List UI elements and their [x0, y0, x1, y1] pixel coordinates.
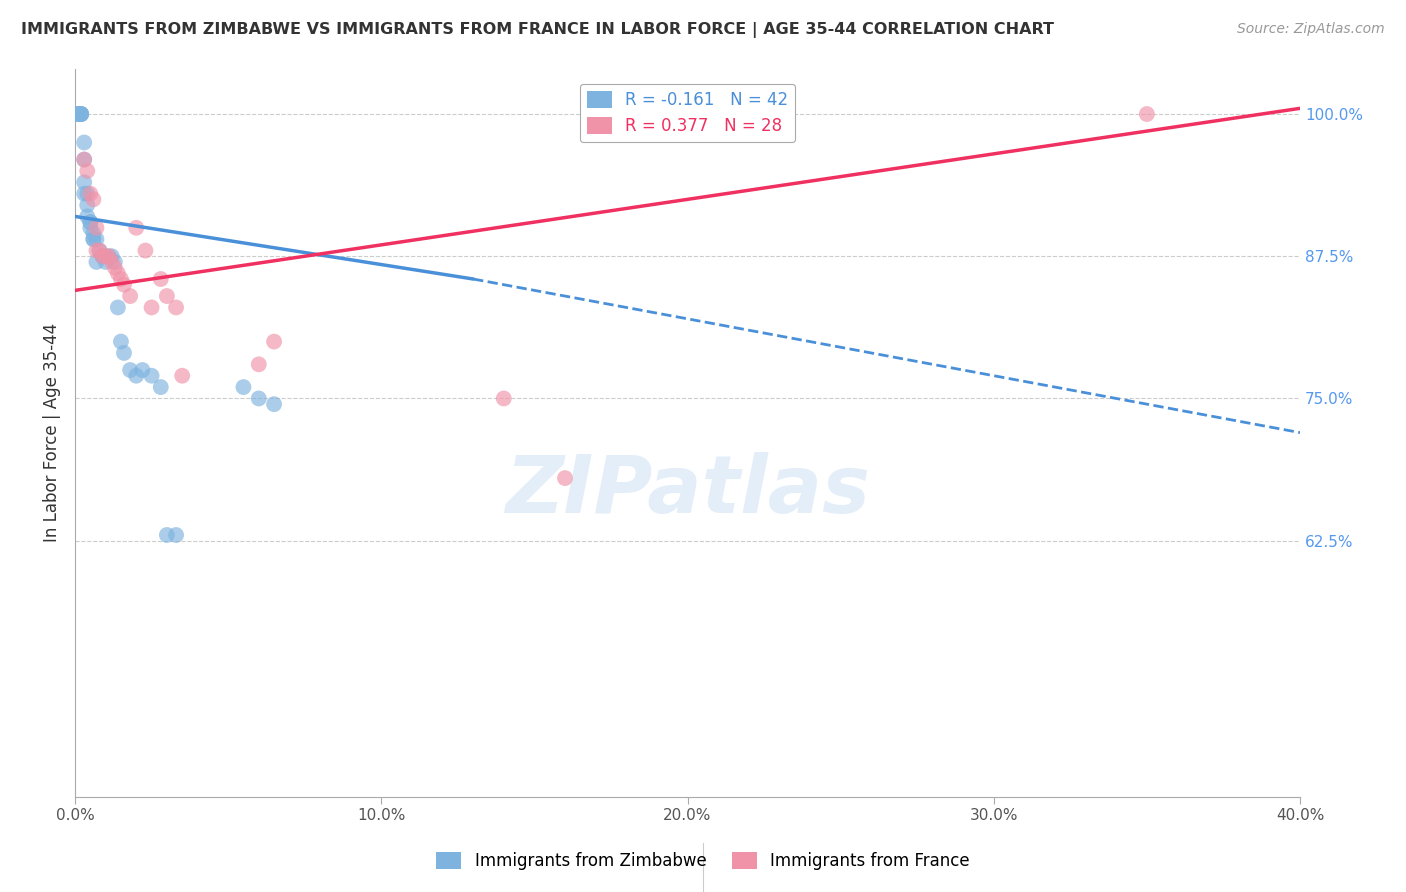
Text: IMMIGRANTS FROM ZIMBABWE VS IMMIGRANTS FROM FRANCE IN LABOR FORCE | AGE 35-44 CO: IMMIGRANTS FROM ZIMBABWE VS IMMIGRANTS F… [21, 22, 1054, 38]
Point [107, 301, 129, 315]
Point [86, 232, 108, 246]
Point [70, 107, 93, 121]
Point [1136, 107, 1159, 121]
Point [79, 220, 101, 235]
Point [70, 107, 93, 121]
Legend: Immigrants from Zimbabwe, Immigrants from France: Immigrants from Zimbabwe, Immigrants fro… [430, 845, 976, 877]
Point [91, 249, 114, 263]
Point [76, 210, 98, 224]
Point [232, 380, 254, 394]
Point [70, 107, 93, 121]
Y-axis label: In Labor Force | Age 35-44: In Labor Force | Age 35-44 [44, 323, 60, 542]
Point [94, 255, 117, 269]
Point [79, 186, 101, 201]
Point [94, 249, 117, 263]
Point [247, 392, 270, 406]
Point [70, 107, 93, 121]
Point [247, 357, 270, 371]
Point [89, 244, 111, 258]
Point [79, 215, 101, 229]
Point [67, 107, 90, 121]
Point [125, 220, 148, 235]
Point [89, 244, 111, 258]
Point [104, 255, 127, 269]
Point [120, 363, 142, 377]
Point [156, 528, 179, 542]
Point [554, 471, 576, 485]
Point [141, 301, 163, 315]
Point [73, 136, 96, 150]
Point [172, 368, 194, 383]
Point [149, 380, 172, 394]
Point [120, 289, 142, 303]
Point [492, 392, 515, 406]
Point [107, 266, 129, 280]
Point [110, 272, 132, 286]
Point [104, 260, 127, 275]
Point [156, 289, 179, 303]
Point [73, 153, 96, 167]
Point [112, 346, 135, 360]
Point [112, 277, 135, 292]
Point [141, 368, 163, 383]
Point [134, 244, 156, 258]
Text: ZIPatlas: ZIPatlas [505, 452, 870, 530]
Point [97, 249, 120, 263]
Legend: R = -0.161   N = 42, R = 0.377   N = 28: R = -0.161 N = 42, R = 0.377 N = 28 [581, 84, 794, 142]
Point [73, 175, 96, 189]
Point [263, 334, 285, 349]
Point [97, 249, 120, 263]
Point [82, 192, 104, 206]
Point [86, 220, 108, 235]
Point [76, 186, 98, 201]
Point [263, 397, 285, 411]
Point [79, 215, 101, 229]
Point [110, 334, 132, 349]
Point [82, 227, 104, 241]
Point [82, 232, 104, 246]
Point [67, 107, 90, 121]
Point [86, 255, 108, 269]
Point [86, 244, 108, 258]
Point [100, 255, 122, 269]
Point [100, 249, 122, 263]
Point [73, 153, 96, 167]
Point [125, 368, 148, 383]
Point [67, 107, 90, 121]
Text: Source: ZipAtlas.com: Source: ZipAtlas.com [1237, 22, 1385, 37]
Point [165, 528, 187, 542]
Point [149, 272, 172, 286]
Point [76, 198, 98, 212]
Point [76, 164, 98, 178]
Point [91, 249, 114, 263]
Point [91, 249, 114, 263]
Point [131, 363, 153, 377]
Point [165, 301, 187, 315]
Point [82, 232, 104, 246]
Point [73, 186, 96, 201]
